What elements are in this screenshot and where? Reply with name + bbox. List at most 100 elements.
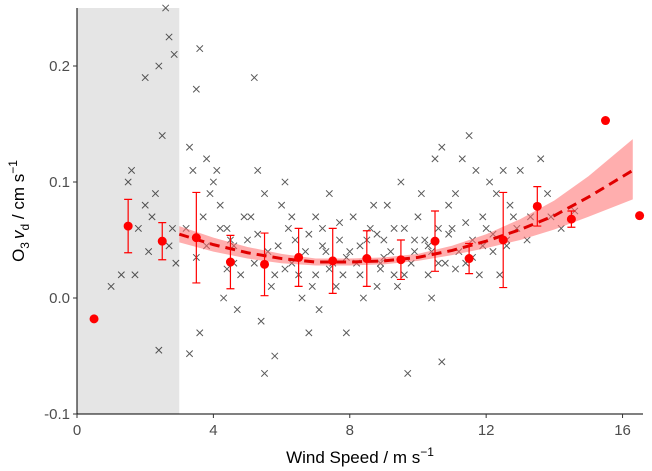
raw-point-133 [288,213,296,221]
raw-point-11 [168,224,177,232]
raw-point-47 [271,352,279,360]
raw-point-148 [281,265,289,273]
raw-point-103 [465,132,473,140]
raw-point-76 [349,213,357,221]
raw-point-36 [220,294,228,302]
y-tick-label-1: 0.0 [49,290,70,307]
x-tick-label-4: 16 [614,422,631,439]
raw-point-111 [489,248,497,256]
raw-point-1 [117,271,125,279]
raw-point-17 [170,50,178,58]
raw-point-35 [237,271,245,279]
raw-point-42 [254,166,262,174]
raw-point-39 [240,213,248,221]
binned-mean-7 [328,256,338,266]
binned-mean-10 [430,236,440,246]
x-tick-label-2: 8 [346,422,354,439]
raw-point-117 [496,271,504,279]
raw-point-30 [209,178,217,186]
raw-point-86 [383,201,391,209]
x-tick-label-0: 0 [73,422,81,439]
y-axis-title-rest: / cm s [9,174,28,224]
raw-point-153 [434,259,442,267]
binned-mean-16 [635,211,645,221]
raw-point-91 [421,236,429,244]
raw-point-29 [196,329,204,337]
raw-point-18 [155,346,163,354]
raw-point-142 [445,230,453,238]
raw-point-135 [318,242,327,250]
raw-point-49 [247,213,255,221]
y-axis-title-v: v [9,229,28,239]
raw-point-55 [305,329,313,337]
raw-point-45 [267,282,275,290]
raw-point-61 [318,224,327,232]
raw-point-48 [260,369,269,377]
raw-point-161 [451,265,460,273]
raw-point-80 [380,236,388,244]
raw-point-100 [448,224,456,232]
raw-point-54 [298,294,306,302]
binned-mean-14 [566,214,576,224]
raw-point-129 [216,224,224,232]
raw-point-78 [370,201,378,209]
raw-point-38 [213,166,221,174]
raw-point-158 [325,265,333,273]
raw-point-90 [414,213,422,221]
binned-mean-4 [225,257,235,267]
raw-point-46 [257,317,265,325]
raw-point-12 [172,259,180,267]
raw-point-6 [145,248,153,256]
raw-point-118 [506,201,514,209]
raw-point-139 [390,224,398,232]
raw-point-50 [278,201,286,209]
raw-point-87 [393,282,402,290]
raw-point-110 [482,224,490,232]
raw-point-108 [472,166,480,174]
raw-point-147 [250,259,258,267]
raw-point-19 [131,271,139,279]
raw-point-67 [325,190,333,198]
raw-point-151 [376,265,385,273]
raw-point-13 [141,74,149,82]
raw-point-37 [233,306,241,314]
raw-point-96 [417,190,425,198]
raw-point-124 [543,190,552,198]
binned-mean-11 [464,254,474,264]
raw-point-137 [356,242,364,250]
raw-point-15 [162,4,170,12]
raw-point-16 [165,33,173,41]
raw-point-41 [250,74,258,82]
raw-point-32 [223,224,231,232]
raw-point-140 [411,236,419,244]
x-axis-ticks: 0 4 8 12 16 [73,414,631,439]
raw-point-0 [107,282,115,290]
x-tick-label-1: 4 [209,422,217,439]
fit-confidence-band [179,139,633,266]
raw-point-57 [291,236,299,244]
raw-point-93 [431,155,439,163]
raw-point-97 [428,294,436,302]
raw-point-56 [281,178,289,186]
y-axis-title-sub-3: 3 [18,242,32,249]
raw-point-160 [424,242,432,250]
raw-point-5 [141,201,149,209]
raw-point-136 [335,219,344,227]
raw-point-95 [441,259,449,267]
raw-point-81 [387,248,395,256]
raw-point-112 [492,190,500,198]
raw-point-66 [315,306,323,314]
raw-point-22 [196,45,204,53]
binned-mean-13 [532,201,542,211]
raw-point-40 [243,236,252,244]
raw-point-10 [165,242,173,250]
raw-point-72 [356,271,364,279]
binned-mean-2 [157,236,167,246]
raw-point-59 [308,282,316,290]
raw-point-83 [397,178,405,186]
y-axis-title-superscript: −1 [6,160,20,174]
y-tick-label-3: 0.2 [49,58,70,75]
raw-point-8 [151,190,159,198]
raw-point-2 [124,178,132,186]
